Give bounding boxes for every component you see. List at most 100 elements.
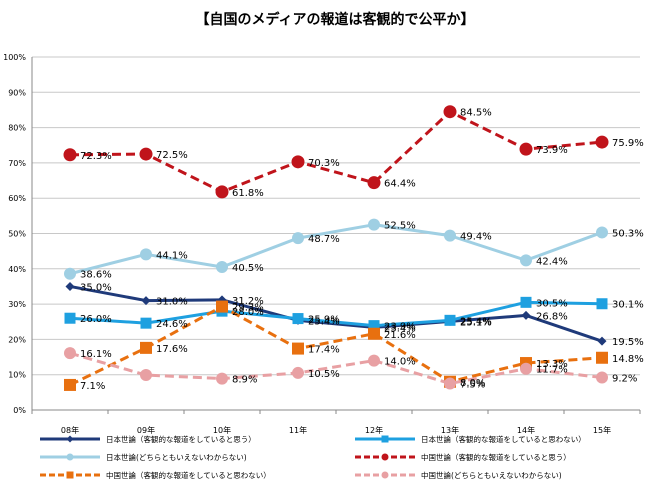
legend-label: 中国世論(どちらともいえないわからない)	[421, 470, 562, 480]
series-3	[64, 218, 608, 280]
data-label: 72.3%	[80, 151, 112, 162]
x-tick-label: 10年	[213, 425, 231, 435]
data-label: 29.3%	[232, 303, 264, 314]
y-tick-label: 90%	[8, 88, 26, 97]
data-label: 8.9%	[232, 375, 257, 386]
data-point	[367, 176, 381, 190]
data-point	[292, 366, 304, 379]
legend-item: 中国世論（客観的な報道をしていると思わない）	[40, 470, 271, 480]
data-label: 42.4%	[536, 256, 568, 267]
data-label: 75.9%	[612, 138, 644, 149]
series-line	[69, 300, 603, 328]
data-label: 64.4%	[384, 179, 416, 190]
data-label: 70.3%	[308, 158, 340, 169]
data-label: 17.6%	[156, 344, 188, 355]
y-tick-label: 30%	[8, 300, 26, 309]
y-tick-label: 0%	[13, 406, 26, 415]
data-label: 11.7%	[536, 365, 568, 376]
data-label: 52.5%	[384, 221, 416, 232]
series-line	[69, 284, 603, 343]
data-point	[64, 378, 76, 391]
data-label: 84.5%	[460, 108, 492, 119]
legend-item: 日本世論（客観的な報道をしていると思わない）	[355, 434, 586, 444]
series-line	[69, 223, 603, 276]
data-point	[596, 298, 608, 310]
y-tick-label: 10%	[8, 371, 26, 380]
x-tick-label: 13年	[441, 425, 459, 435]
data-label: 31.2%	[232, 296, 264, 307]
data-label: 26.8%	[536, 311, 568, 322]
legend-label: 中国世論（客観的な報道をしていると思わない）	[106, 470, 271, 480]
data-point	[597, 336, 607, 346]
y-tick-label: 20%	[8, 335, 26, 344]
legend-label: 日本世論（客観的な報道をしていると思う）	[106, 434, 256, 444]
data-point	[140, 317, 152, 329]
data-label: 14.8%	[612, 354, 644, 365]
chart-title: 【自国のメディアの報道は客観的で公平か】	[195, 11, 474, 28]
data-label: 72.5%	[156, 150, 188, 161]
data-label: 19.5%	[612, 337, 644, 348]
series-group	[63, 105, 609, 391]
x-tick-label: 08年	[61, 425, 79, 435]
data-label: 30.1%	[612, 300, 644, 311]
data-point	[140, 369, 152, 382]
data-point	[520, 254, 532, 267]
series-line	[69, 110, 603, 194]
data-point	[291, 155, 305, 169]
data-point	[139, 147, 153, 161]
legend-label: 日本世論(どちらともいえないわからない)	[106, 452, 247, 462]
data-point	[444, 229, 456, 242]
data-point	[292, 342, 304, 355]
data-label: 25.4%	[460, 316, 492, 327]
data-point	[596, 351, 608, 364]
y-tick-label: 50%	[8, 230, 26, 239]
data-label: 73.9%	[536, 145, 568, 156]
data-label: 48.7%	[308, 234, 340, 245]
x-tick-label: 14年	[517, 425, 535, 435]
data-point	[66, 453, 74, 461]
series-line	[69, 305, 603, 387]
data-point	[215, 185, 229, 199]
data-point	[381, 453, 389, 461]
data-label: 28.0%	[232, 307, 264, 318]
data-point	[444, 377, 456, 390]
data-label: 14.0%	[384, 357, 416, 368]
data-label: 21.6%	[384, 330, 416, 341]
data-label: 40.5%	[232, 263, 264, 274]
data-point	[216, 372, 228, 385]
data-point	[520, 362, 532, 375]
y-tick-label: 70%	[8, 159, 26, 168]
data-label: 49.4%	[460, 232, 492, 243]
x-axis: 08年 09年 10年 11年 12年 13年 14年 15年	[31, 410, 641, 435]
legend: 日本世論（客観的な報道をしていると思う） 日本世論（客観的な報道をしていると思わな…	[40, 434, 586, 480]
data-label: 8.0%	[460, 378, 485, 389]
data-point	[65, 281, 75, 291]
data-point	[381, 435, 389, 443]
data-label: 24.6%	[156, 319, 188, 330]
data-point	[368, 354, 380, 367]
data-point	[521, 310, 531, 320]
series-line	[69, 351, 603, 386]
data-label: 16.1%	[80, 349, 112, 360]
data-label: 25.4%	[308, 316, 340, 327]
data-point	[292, 313, 304, 325]
x-tick-label: 11年	[289, 425, 307, 435]
data-label: 44.1%	[156, 250, 188, 261]
data-label: 30.5%	[536, 298, 568, 309]
data-point	[141, 296, 151, 306]
series-6	[64, 347, 608, 390]
data-label: 7.1%	[80, 381, 105, 392]
gridlines	[32, 56, 640, 411]
legend-item: 中国世論(どちらともいえないわからない)	[355, 470, 562, 480]
legend-item: 日本世論（客観的な報道をしていると思う）	[40, 434, 256, 444]
data-point	[519, 142, 533, 156]
data-label: 13.3%	[536, 359, 568, 370]
data-point	[292, 232, 304, 245]
data-point	[63, 148, 77, 162]
data-point	[64, 267, 76, 280]
data-point	[368, 218, 380, 231]
data-point	[64, 312, 76, 324]
data-label: 25.1%	[460, 317, 492, 328]
data-point	[381, 471, 389, 479]
data-label: 38.6%	[80, 270, 112, 281]
